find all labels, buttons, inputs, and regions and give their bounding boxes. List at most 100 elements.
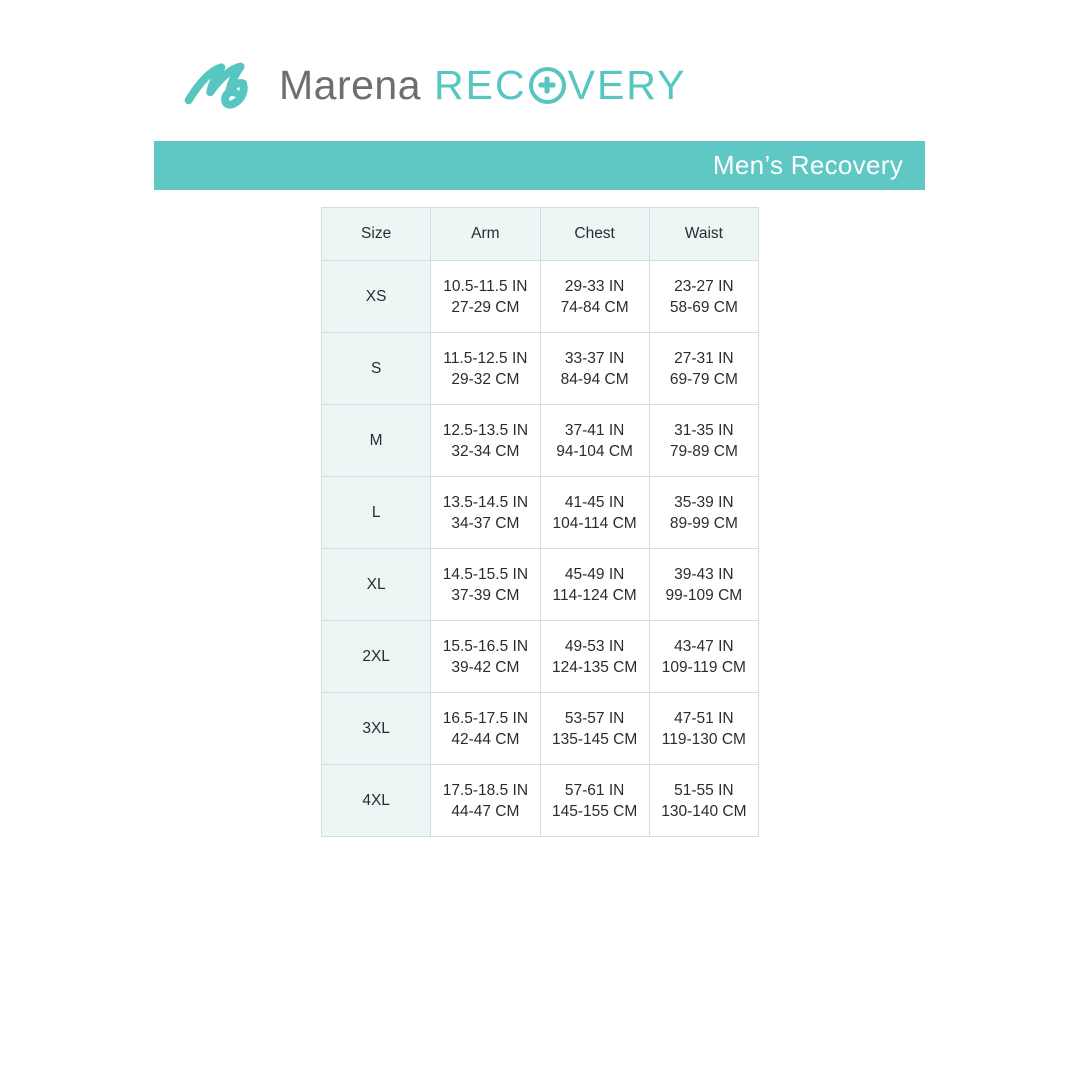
column-header-waist: Waist [648,207,760,261]
measurement-line: 37-39 CM [451,586,520,604]
measurement-line: 135-145 CM [551,730,638,748]
measurement-line: 104-114 CM [552,514,637,532]
size-label: M [320,404,432,477]
size-row-s: S 11.5-12.5 IN 29-32 CM 33-37 IN 84-94 CM 27-… [320,332,760,405]
size-row-4xl: 4XL 17.5-18.5 IN 44-47 CM 57-61 IN 145-155 C… [320,764,760,837]
section-banner: Men’s Recovery [154,141,925,190]
measurement-line: 14.5-15.5 IN [442,565,529,583]
size-label: XS [320,260,432,333]
chest-measurement: 37-41 IN 94-104 CM [539,404,650,477]
measurement-line: 27-29 CM [451,298,520,316]
measurement-line: 114-124 CM [552,586,637,604]
measurement-line: 34-37 CM [451,514,520,532]
measurement-line: 124-135 CM [551,658,638,676]
size-row-2xl: 2XL 15.5-16.5 IN 39-42 CM 49-53 IN 124-135 C… [320,620,760,693]
size-label: 3XL [320,692,432,765]
arm-measurement: 17.5-18.5 IN 44-47 CM [430,764,541,837]
measurement-line: 13.5-14.5 IN [442,493,529,511]
product-name: REC VERY [434,61,687,108]
measurement-line: 58-69 CM [669,298,738,316]
chest-measurement: 45-49 IN 114-124 CM [539,548,650,621]
column-header-chest: Chest [539,207,650,261]
size-table-header: Size Arm Chest Waist [320,207,760,261]
waist-measurement: 47-51 IN 119-130 CM [648,692,760,765]
measurement-line: 99-109 CM [665,586,743,604]
waist-measurement: 31-35 IN 79-89 CM [648,404,760,477]
waist-measurement: 35-39 IN 89-99 CM [648,476,760,549]
measurement-line: 43-47 IN [674,637,734,655]
measurement-line: 29-33 IN [564,277,625,295]
arm-measurement: 16.5-17.5 IN 42-44 CM [430,692,541,765]
marena-m-swoosh-icon [184,62,248,109]
measurement-line: 74-84 CM [560,298,629,316]
measurement-line: 84-94 CM [560,370,629,388]
chest-measurement: 49-53 IN 124-135 CM [539,620,650,693]
chest-measurement: 33-37 IN 84-94 CM [539,332,650,405]
measurement-line: 44-47 CM [451,802,520,820]
measurement-line: 16.5-17.5 IN [442,709,529,727]
measurement-line: 51-55 IN [674,781,734,799]
measurement-line: 89-99 CM [669,514,738,532]
measurement-line: 130-140 CM [661,802,747,820]
measurement-line: 12.5-13.5 IN [442,421,529,439]
arm-measurement: 11.5-12.5 IN 29-32 CM [430,332,541,405]
size-row-xs: XS 10.5-11.5 IN 27-29 CM 29-33 IN 74-84 CM 23… [320,260,760,333]
waist-measurement: 43-47 IN 109-119 CM [648,620,760,693]
measurement-line: 47-51 IN [674,709,734,727]
arm-measurement: 15.5-16.5 IN 39-42 CM [430,620,541,693]
measurement-line: 31-35 IN [674,421,734,439]
waist-measurement: 39-43 IN 99-109 CM [648,548,760,621]
size-row-l: L 13.5-14.5 IN 34-37 CM 41-45 IN 104-114 CM 3… [320,476,760,549]
measurement-line: 27-31 IN [674,349,734,367]
measurement-line: 41-45 IN [564,493,625,511]
size-row-m: M 12.5-13.5 IN 32-34 CM 37-41 IN 94-104 CM 31… [320,404,760,477]
arm-measurement: 10.5-11.5 IN 27-29 CM [430,260,541,333]
circle-plus-icon [528,66,566,104]
chest-measurement: 57-61 IN 145-155 CM [539,764,650,837]
brand-name: Marena [279,61,422,108]
measurement-line: 39-42 CM [451,658,520,676]
measurement-line: 42-44 CM [451,730,520,748]
chest-measurement: 53-57 IN 135-145 CM [539,692,650,765]
measurement-line: 79-89 CM [669,442,738,460]
measurement-line: 10.5-11.5 IN [443,277,528,295]
measurement-line: 119-130 CM [661,730,746,748]
measurement-line: 69-79 CM [669,370,738,388]
chest-measurement: 41-45 IN 104-114 CM [539,476,650,549]
size-row-3xl: 3XL 16.5-17.5 IN 42-44 CM 53-57 IN 135-145 C… [320,692,760,765]
size-table-body: XS 10.5-11.5 IN 27-29 CM 29-33 IN 74-84 CM 23… [320,260,760,837]
arm-measurement: 12.5-13.5 IN 32-34 CM [430,404,541,477]
measurement-line: 49-53 IN [564,637,625,655]
waist-measurement: 27-31 IN 69-79 CM [648,332,760,405]
chest-measurement: 29-33 IN 74-84 CM [539,260,650,333]
measurement-line: 23-27 IN [674,277,734,295]
size-label: 2XL [320,620,432,693]
size-table: Size Arm Chest Waist XS 10.5-11.5 IN 27-29 CM… [320,207,760,837]
header-row: Size Arm Chest Waist [320,207,760,261]
measurement-line: 109-119 CM [661,658,746,676]
column-header-size: Size [320,207,432,261]
measurement-line: 94-104 CM [556,442,633,460]
measurement-line: 17.5-18.5 IN [442,781,529,799]
measurement-line: 53-57 IN [564,709,625,727]
measurement-line: 35-39 IN [674,493,734,511]
measurement-line: 15.5-16.5 IN [442,637,529,655]
size-label: S [320,332,432,405]
size-row-xl: XL 14.5-15.5 IN 37-39 CM 45-49 IN 114-124 CM… [320,548,760,621]
arm-measurement: 14.5-15.5 IN 37-39 CM [430,548,541,621]
product-name-prefix: REC [434,61,527,108]
brand-logo: Marena REC VERY [183,58,687,112]
measurement-line: 39-43 IN [674,565,734,583]
arm-measurement: 13.5-14.5 IN 34-37 CM [430,476,541,549]
size-label: L [320,476,432,549]
column-header-arm: Arm [430,207,541,261]
size-label: 4XL [320,764,432,837]
measurement-line: 33-37 IN [564,349,625,367]
waist-measurement: 51-55 IN 130-140 CM [648,764,760,837]
product-name-suffix: VERY [567,61,687,108]
measurement-line: 29-32 CM [451,370,520,388]
section-title: Men’s Recovery [712,150,903,180]
measurement-line: 57-61 IN [564,781,625,799]
measurement-line: 145-155 CM [551,802,638,820]
